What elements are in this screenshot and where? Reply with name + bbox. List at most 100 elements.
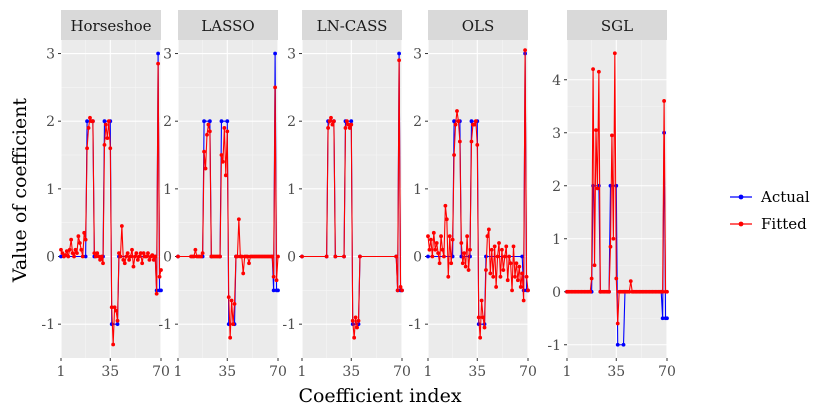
data-point-fitted xyxy=(488,271,493,276)
legend-label-fitted: Fitted xyxy=(761,215,807,233)
data-point-fitted xyxy=(510,288,514,293)
data-point-fitted xyxy=(83,237,88,242)
data-point-fitted xyxy=(96,254,101,259)
panel-strip xyxy=(428,10,528,40)
data-point-fitted xyxy=(660,289,665,294)
data-point-fitted xyxy=(465,234,470,239)
data-point-fitted xyxy=(456,119,461,124)
data-point-fitted xyxy=(665,289,669,294)
data-point-fitted xyxy=(235,254,240,259)
data-point-fitted xyxy=(231,322,235,327)
data-point-fitted xyxy=(218,254,222,259)
data-point-fitted xyxy=(500,247,504,252)
data-point-fitted xyxy=(343,126,348,130)
y-tick-label: 3 xyxy=(46,47,55,63)
data-point-fitted xyxy=(127,257,132,262)
data-point-fitted xyxy=(64,249,69,254)
data-point-fitted xyxy=(122,261,127,266)
data-point-fitted xyxy=(347,126,352,130)
data-point-fitted xyxy=(273,85,277,90)
data-point-fitted xyxy=(433,247,438,252)
y-tick-label: 1 xyxy=(46,182,55,198)
panel-strip xyxy=(178,10,278,40)
y-tick-label: 2 xyxy=(46,114,55,130)
data-point-fitted xyxy=(437,261,442,266)
data-point-fitted xyxy=(134,251,139,256)
data-point-fitted xyxy=(225,129,230,134)
data-point-fitted xyxy=(92,251,97,256)
data-point-fitted xyxy=(192,254,196,259)
data-point-fitted xyxy=(93,254,98,259)
panel-lasso: LASSO -1 0 1 2 3 1 35 70 xyxy=(158,10,287,380)
y-tick-label: 3 xyxy=(287,47,296,63)
data-point-fitted xyxy=(466,268,471,272)
data-point-fitted xyxy=(200,251,205,256)
data-point-fitted xyxy=(150,253,155,258)
data-point-fitted xyxy=(99,254,104,259)
data-point-fitted xyxy=(324,254,329,259)
data-point-fitted xyxy=(236,217,241,222)
data-point-actual xyxy=(276,288,280,293)
data-point-fitted xyxy=(513,274,517,279)
y-tick-label: 3 xyxy=(552,126,561,142)
data-point-fitted xyxy=(447,234,452,239)
data-point-fitted xyxy=(497,241,501,245)
data-point-fitted xyxy=(463,264,468,269)
data-point-fitted xyxy=(491,274,496,279)
data-point-fitted xyxy=(444,217,449,222)
data-point-fitted xyxy=(331,119,336,124)
data-point-fitted xyxy=(333,254,338,259)
data-point-fitted xyxy=(453,122,458,127)
legend: Actual Fitted xyxy=(730,188,810,233)
data-point-fitted xyxy=(106,119,111,124)
data-point-fitted xyxy=(436,251,441,256)
panel-horseshoe: Horseshoe -1 0 1 2 3 1 35 70 xyxy=(41,10,170,380)
data-point-fitted xyxy=(131,264,136,269)
data-point-fitted xyxy=(70,251,75,256)
data-point-fitted xyxy=(358,254,362,259)
x-tick-label: 1 xyxy=(298,364,307,380)
data-point-fitted xyxy=(502,254,507,259)
data-point-actual xyxy=(349,119,354,124)
data-point-fitted xyxy=(610,133,614,138)
data-point-fitted xyxy=(397,58,401,63)
x-tick-label: 70 xyxy=(269,364,287,380)
data-point-fitted xyxy=(523,48,527,53)
data-point-fitted xyxy=(442,254,446,259)
data-point-actual xyxy=(273,51,277,56)
data-point-fitted xyxy=(176,254,180,259)
data-point-fitted xyxy=(219,153,224,157)
data-point-fitted xyxy=(326,126,330,130)
panel-strip xyxy=(61,10,161,40)
data-point-actual xyxy=(520,254,525,259)
data-point-fitted xyxy=(115,318,120,323)
data-point-fitted xyxy=(430,254,435,259)
data-point-fitted xyxy=(154,291,159,296)
y-tick-label: 4 xyxy=(552,73,561,89)
data-point-fitted xyxy=(119,224,124,228)
y-tick-label: 2 xyxy=(552,179,561,195)
data-point-actual xyxy=(159,288,163,293)
data-point-fitted xyxy=(104,122,108,127)
data-point-actual xyxy=(621,342,626,347)
data-point-fitted xyxy=(76,234,81,239)
y-tick-label: -1 xyxy=(282,317,296,333)
data-point-fitted xyxy=(524,274,529,279)
y-tick-label: 1 xyxy=(413,182,422,198)
data-point-fitted xyxy=(345,119,349,124)
data-point-fitted xyxy=(515,278,520,283)
data-point-fitted xyxy=(592,263,597,268)
data-point-fitted xyxy=(153,254,158,259)
data-point-fitted xyxy=(79,247,84,252)
data-point-fitted xyxy=(102,142,107,147)
data-point-fitted xyxy=(505,278,510,283)
data-point-fitted xyxy=(455,109,459,113)
data-point-fitted xyxy=(67,247,72,252)
data-point-fitted xyxy=(608,244,613,249)
data-point-fitted xyxy=(274,278,279,283)
data-point-fitted xyxy=(276,254,280,259)
data-point-fitted xyxy=(232,301,237,306)
data-point-fitted xyxy=(330,122,335,127)
